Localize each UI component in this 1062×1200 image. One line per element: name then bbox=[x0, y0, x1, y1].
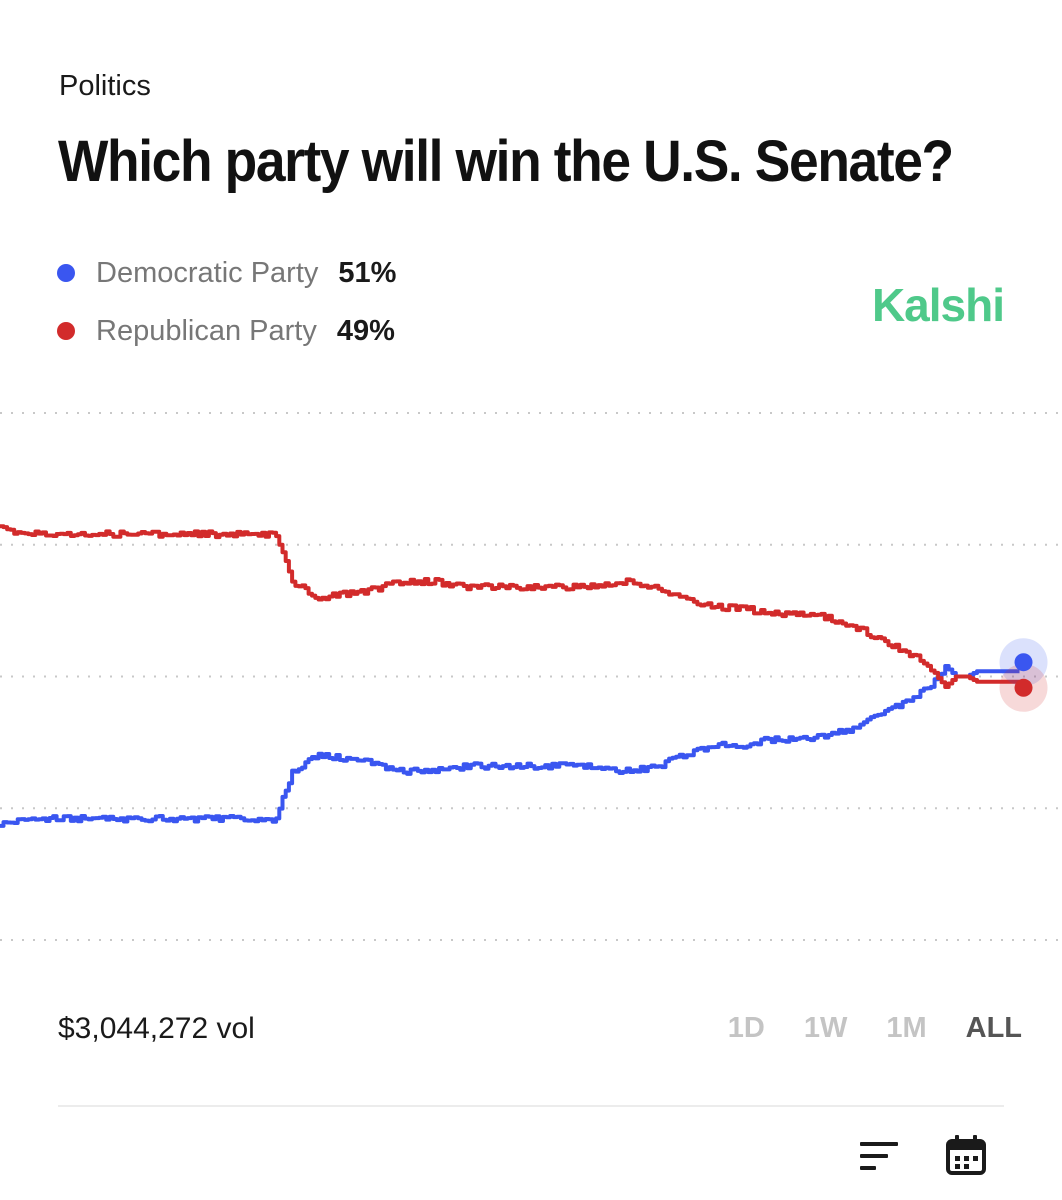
legend-item-republican: Republican Party 49% bbox=[57, 312, 396, 350]
legend: Democratic Party 51% Republican Party 49… bbox=[57, 254, 396, 370]
legend-name: Republican Party bbox=[96, 314, 317, 347]
sort-lines-icon[interactable] bbox=[858, 1139, 900, 1173]
range-tabs: 1D 1W 1M ALL bbox=[728, 1012, 1022, 1045]
range-tab-1d[interactable]: 1D bbox=[727, 1012, 765, 1044]
price-chart bbox=[0, 412, 1062, 941]
calendar-icon[interactable] bbox=[944, 1133, 988, 1177]
range-tab-1w[interactable]: 1W bbox=[803, 1012, 848, 1044]
series-line-republican bbox=[0, 524, 1020, 689]
volume-label: $3,044,272 vol bbox=[58, 1012, 255, 1045]
legend-percent: 49% bbox=[336, 314, 395, 347]
legend-percent: 51% bbox=[338, 256, 397, 289]
divider bbox=[58, 1105, 1004, 1107]
legend-name: Democratic Party bbox=[96, 256, 319, 289]
series-line-democratic bbox=[0, 664, 1020, 828]
legend-swatch-republican bbox=[57, 322, 75, 340]
legend-swatch-democratic bbox=[57, 264, 75, 282]
page-title: Which party will win the U.S. Senate? bbox=[58, 129, 954, 194]
brand-logo: Kalshi bbox=[871, 279, 1005, 331]
end-marker-dot-republican bbox=[1014, 678, 1033, 697]
category-label: Politics bbox=[59, 70, 151, 102]
legend-item-democratic: Democratic Party 51% bbox=[57, 254, 396, 292]
range-tab-all[interactable]: ALL bbox=[965, 1012, 1022, 1044]
range-tab-1m[interactable]: 1M bbox=[886, 1012, 927, 1044]
end-marker-dot-democratic bbox=[1014, 653, 1033, 672]
